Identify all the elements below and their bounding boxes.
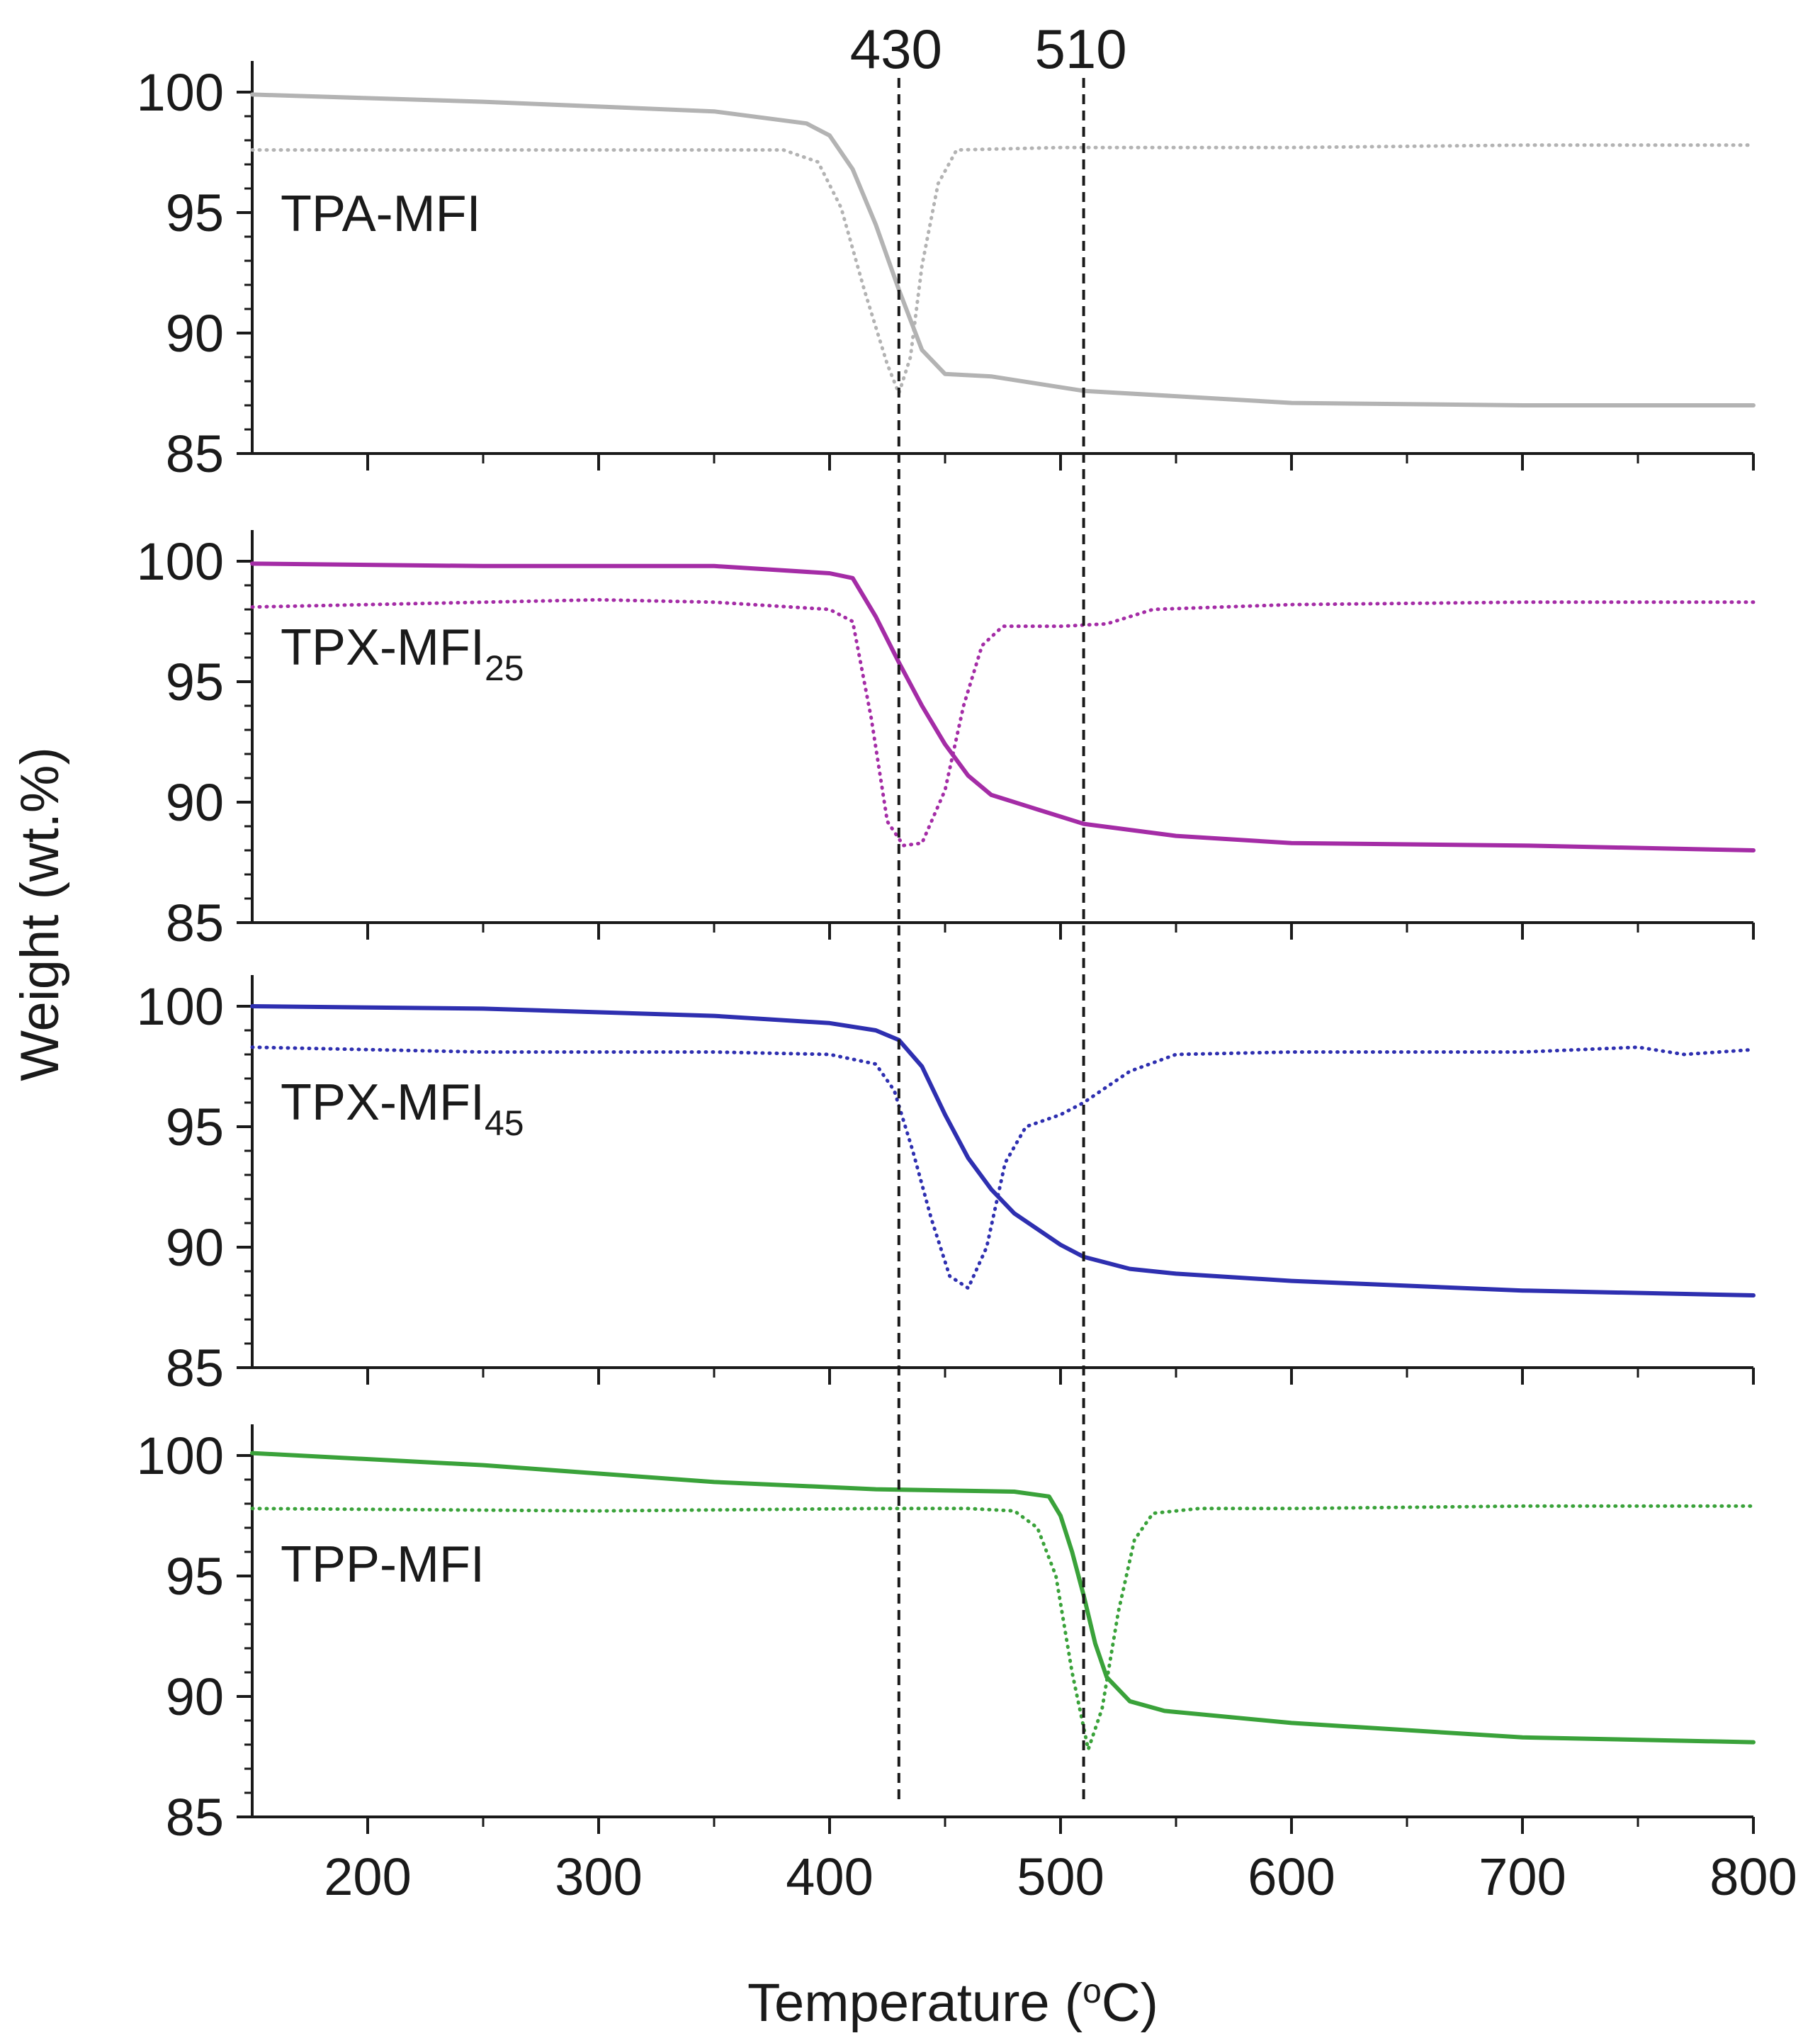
y-tick-label: 90 xyxy=(166,1667,224,1726)
x-tick-label: 400 xyxy=(786,1847,873,1906)
panel-3: 85 90 95 100 TPX-MFI45 xyxy=(137,975,1756,1397)
series-weight-line xyxy=(250,92,1756,407)
panel-label-subscript: 25 xyxy=(485,648,524,688)
panel-label-text: TPA-MFI xyxy=(281,186,481,242)
x-tick-label: 600 xyxy=(1248,1847,1335,1906)
reference-label-430: 430 xyxy=(850,18,942,80)
y-tick-label: 90 xyxy=(166,304,224,363)
panel-label-text: TPX-MFI xyxy=(281,619,485,676)
reference-label-510: 510 xyxy=(1035,18,1127,80)
series-derivative-line xyxy=(250,1045,1756,1290)
y-tick-label: 85 xyxy=(166,424,224,483)
x-axis: 200 300 400 500 600 700 800 xyxy=(324,1847,1797,1906)
series-weight-line xyxy=(250,1451,1756,1745)
y-tick-label: 95 xyxy=(166,184,224,242)
x-axis-title-degree: o xyxy=(1083,1973,1102,2010)
y-tick-label: 90 xyxy=(166,773,224,832)
y-tick-label: 85 xyxy=(166,1339,224,1397)
panels-layer: 859095100TPA-MFI859095100TPX-MFI25859095… xyxy=(137,61,1756,1847)
y-tick-label: 95 xyxy=(166,1098,224,1156)
series-derivative-line xyxy=(250,597,1756,848)
y-tick-label: 100 xyxy=(137,977,224,1036)
y-tick-label: 100 xyxy=(137,1426,224,1485)
panel-label-subscript: 45 xyxy=(485,1103,524,1143)
panel-4: 85 90 95 100 TPP-MFI xyxy=(137,1424,1756,1847)
y-tick-label: 100 xyxy=(137,63,224,122)
panel-label-text: TPX-MFI xyxy=(281,1074,485,1131)
y-tick-label: 100 xyxy=(137,532,224,591)
panel-label: TPP-MFI xyxy=(281,1536,485,1593)
x-tick-label: 300 xyxy=(555,1847,642,1906)
x-tick-label: 700 xyxy=(1479,1847,1566,1906)
y-tick-label: 95 xyxy=(166,653,224,711)
y-tick-label: 95 xyxy=(166,1547,224,1606)
series-weight-line xyxy=(250,561,1756,852)
x-axis-title-unit: C) xyxy=(1102,1973,1158,2033)
panel-1: 85 90 95 100 TPA-MFI xyxy=(137,61,1756,483)
x-tick-label: 200 xyxy=(324,1847,411,1906)
series-derivative-line xyxy=(250,1504,1756,1752)
x-tick-label: 800 xyxy=(1709,1847,1797,1906)
y-tick-label: 85 xyxy=(166,1788,224,1847)
panel-label: TPX-MFI25 xyxy=(281,619,524,688)
series-weight-line xyxy=(250,1004,1756,1297)
x-tick-label: 500 xyxy=(1017,1847,1104,1906)
x-axis-title: Temperature (oC) xyxy=(747,1973,1158,2033)
x-axis-title-text: Temperature ( xyxy=(747,1973,1083,2033)
series-derivative-line xyxy=(250,143,1756,395)
reference-lines: 430 510 xyxy=(850,18,1127,1803)
y-tick-label: 90 xyxy=(166,1218,224,1277)
panel-label: TPX-MFI45 xyxy=(281,1074,524,1143)
y-tick-label: 85 xyxy=(166,894,224,952)
panel-2: 85 90 95 100 TPX-MFI25 xyxy=(137,530,1756,952)
y-axis-title: Weight (wt.%) xyxy=(10,747,70,1081)
panel-label-text: TPP-MFI xyxy=(281,1536,485,1593)
panel-label: TPA-MFI xyxy=(281,186,481,242)
